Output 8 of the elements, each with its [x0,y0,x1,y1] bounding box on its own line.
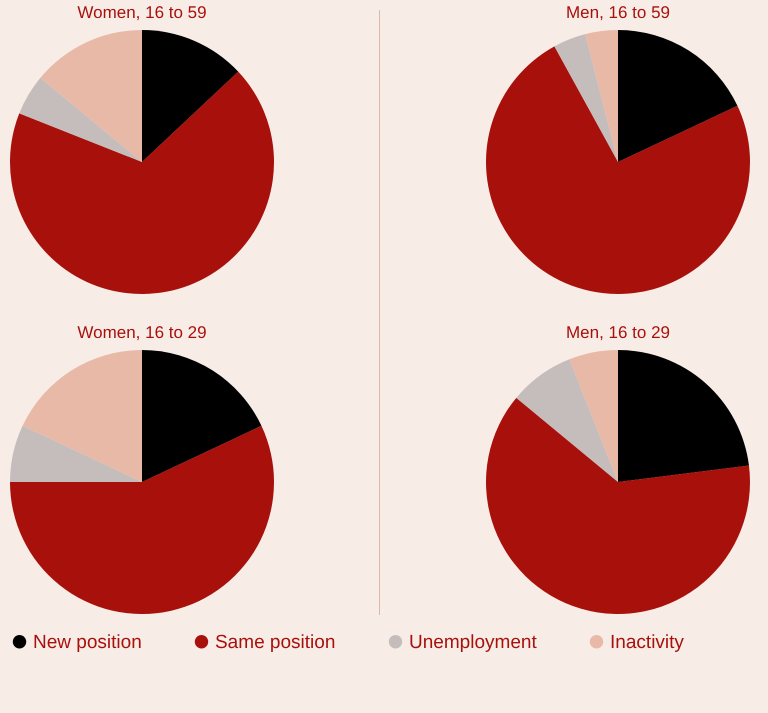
slice-label: Women, 16 to 29 [77,323,207,342]
legend-label: New position [33,632,142,653]
legend-label: Inactivity [610,632,684,653]
slice-label: Men, 16 to 59 [566,3,670,22]
slice-label: Women, 16 to 59 [77,3,207,22]
legend-label: Unemployment [409,632,538,653]
legend-label: Same position [215,632,336,653]
slice-label: Men, 16 to 29 [566,323,670,342]
